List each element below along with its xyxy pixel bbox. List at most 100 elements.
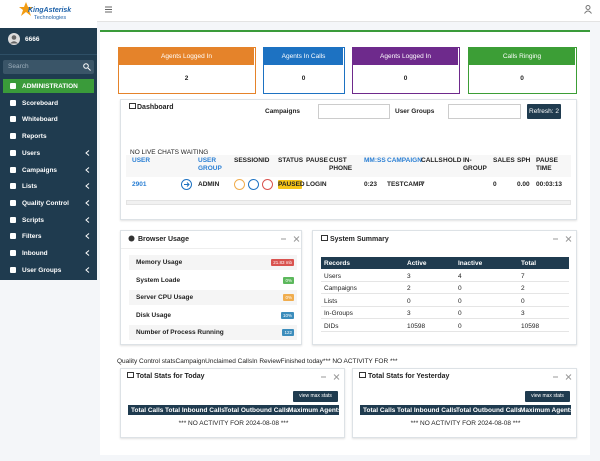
usage-label: Number of Process Running <box>136 329 224 337</box>
panel-tools-svg <box>553 236 572 242</box>
user-menu[interactable] <box>584 5 592 14</box>
menu-icon <box>9 232 17 240</box>
menu-item[interactable]: Scoreboard <box>3 96 94 110</box>
summary-column: Active <box>407 260 427 267</box>
menu-item[interactable]: Users <box>3 146 94 160</box>
menu-toggle[interactable] <box>105 6 113 13</box>
table-header-bg <box>360 405 571 415</box>
card-title: Calls Ringing <box>502 53 542 60</box>
panel-tools <box>553 374 573 380</box>
menu-arrow-svg <box>85 266 90 273</box>
usage-label: System Loade <box>136 276 181 284</box>
cell: 7 <box>421 181 425 188</box>
view-max-button[interactable]: view max stats <box>525 391 570 402</box>
menu-item[interactable]: Quality Control <box>3 196 94 210</box>
row-icon <box>181 179 192 190</box>
menu-item[interactable]: Scripts <box>3 213 94 227</box>
summary-cell: 0 <box>458 297 462 305</box>
panel-tools <box>553 236 573 242</box>
column-header: PAUSE TIME <box>536 157 558 172</box>
menu-item[interactable]: Whiteboard <box>3 112 94 126</box>
browser-usage-panel: Browser Usage Memory Usage 21.83 mb System … <box>120 230 302 345</box>
usage-badge: 10% <box>280 311 294 319</box>
stat-card[interactable]: Agents Logged In 0 <box>352 47 460 94</box>
menu-icon-svg <box>10 166 16 173</box>
sidebar: 6666 Search ADMINISTRATION Scoreboard Whiteb… <box>0 28 97 280</box>
summary-cell: 3 <box>407 310 411 318</box>
cell: 0.00 <box>517 181 530 188</box>
refresh-button[interactable]: Refresh: 2 <box>527 104 561 119</box>
panel-icon-svg <box>359 372 366 378</box>
menu-item[interactable]: Reports <box>3 129 94 143</box>
column-header: SALES <box>493 157 515 164</box>
panel-icon <box>321 235 328 241</box>
summary-cell: 7 <box>521 273 525 280</box>
summary-cell: 0 <box>407 297 411 305</box>
panel-icon <box>128 235 135 242</box>
cell: 0 <box>493 181 497 188</box>
menu-label: Filters <box>22 233 42 241</box>
campaigns-input[interactable] <box>318 104 390 119</box>
usage-label: Disk Usage <box>136 311 172 319</box>
summary-cell: Campaigns <box>324 285 357 293</box>
menu-icon-svg <box>10 116 16 123</box>
panel-title: System Summary <box>330 236 389 243</box>
menu-label: ADMINISTRATION <box>22 83 78 90</box>
user-groups-input[interactable] <box>448 104 521 119</box>
menu-label: Scripts <box>22 216 45 224</box>
panel-tools-svg <box>553 374 572 380</box>
panel-title: Total Stats for Today <box>136 373 205 380</box>
menu-item[interactable]: User Groups <box>3 263 94 277</box>
menu-icon <box>9 82 17 90</box>
card-value: 0 <box>520 75 524 82</box>
summary-cell: 2 <box>521 285 525 293</box>
menu-item[interactable]: Campaigns <box>3 163 94 177</box>
stat-card[interactable]: Agents In Calls 0 <box>263 47 345 94</box>
avatar <box>8 33 20 45</box>
card-title: Agents Logged In <box>161 53 212 60</box>
stats-column: Total Calls <box>363 407 396 414</box>
panel-tools-svg <box>281 236 300 242</box>
stats-column: Total Calls <box>131 407 164 414</box>
column-header: IN-GROUP <box>463 157 487 172</box>
campaigns-label: Campaigns <box>265 108 301 115</box>
stat-card[interactable]: Agents Logged In 2 <box>118 47 256 94</box>
usage-badge: 122 <box>282 329 294 337</box>
menu-label: Inbound <box>22 250 48 257</box>
summary-cell: 0 <box>458 310 462 318</box>
search-box[interactable]: Search <box>3 60 94 74</box>
cell[interactable]: 2901 <box>132 181 147 188</box>
menu-item[interactable]: Inbound <box>3 246 94 260</box>
menu-icon <box>9 266 17 274</box>
menu-label: Lists <box>22 183 38 191</box>
panel-icon <box>359 372 366 378</box>
menu-icon-svg <box>10 183 16 190</box>
panel-title: Dashboard <box>137 104 174 111</box>
summary-cell: Users <box>324 273 341 280</box>
menu-item[interactable]: Filters <box>3 229 94 243</box>
menu-arrow <box>85 166 90 173</box>
cell: 0:23 <box>364 181 378 188</box>
menu-item[interactable]: ADMINISTRATION <box>3 79 94 93</box>
search-icon-svg <box>83 63 91 71</box>
column-header: MM:SS <box>364 157 386 164</box>
menu-icon <box>9 132 17 140</box>
menu-arrow <box>85 250 90 256</box>
summary-cell: 3 <box>521 310 525 318</box>
divider <box>121 248 301 249</box>
column-header: PAUSE <box>306 157 328 164</box>
stats-column: Maximum Agents <box>288 407 342 414</box>
menu-arrow-svg <box>85 166 90 173</box>
view-max-button[interactable]: view max stats <box>293 391 338 402</box>
card-header <box>119 48 254 65</box>
card-header <box>469 48 575 65</box>
panel-icon <box>129 103 136 109</box>
menu-item[interactable]: Lists <box>3 179 94 193</box>
stat-card[interactable]: Calls Ringing 0 <box>468 47 577 94</box>
session-icons <box>234 179 276 190</box>
menu-icon-svg <box>10 199 16 206</box>
stats-column: Total Outbound Calls <box>224 407 290 414</box>
panel-title: Total Stats for Yesterday <box>368 373 450 380</box>
summary-cell: 0 <box>458 322 462 330</box>
summary-row-line <box>321 318 569 320</box>
